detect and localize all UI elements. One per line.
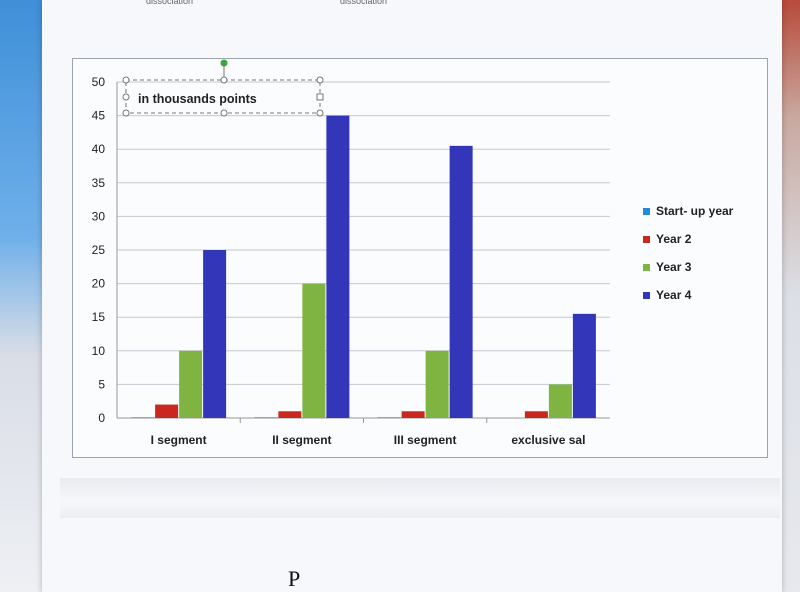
legend-label: Year 4 (656, 288, 692, 302)
resize-handle-icon (122, 109, 130, 117)
x-axis: I segment II segment III segment exclusive … (151, 418, 585, 447)
legend-label: Start- up year (656, 204, 734, 218)
y-axis: 0 5 10 15 20 25 30 35 40 45 50 (92, 75, 118, 425)
y-tick-label: 5 (98, 377, 105, 391)
y-tick-label: 30 (92, 209, 106, 223)
resize-handle-icon (316, 93, 324, 101)
rotation-handle-icon (220, 59, 228, 67)
resize-handle-icon (316, 109, 324, 117)
resize-handle-icon (316, 76, 324, 84)
bar-1-0 (254, 417, 278, 418)
y-tick-label: 15 (92, 310, 106, 324)
footer-mark: P (288, 566, 301, 591)
bar-0-3 (203, 250, 227, 418)
legend-swatch (643, 236, 650, 243)
legend-label: Year 3 (656, 260, 692, 274)
x-tick-label: I segment (151, 433, 207, 447)
bars (131, 115, 596, 418)
bar-2-0 (377, 417, 401, 418)
legend: Start- up year Year 2 Year 3 Year 4 (643, 204, 734, 302)
bar-0-0 (131, 417, 155, 418)
y-tick-label: 50 (92, 75, 106, 89)
bar-0-1 (155, 404, 179, 418)
bar-1-1 (278, 411, 302, 418)
y-tick-label: 45 (92, 109, 106, 123)
annotation-box: in thousands points (122, 59, 324, 117)
y-tick-label: 35 (92, 176, 106, 190)
header-word-left: dissociation (146, 0, 194, 6)
bar-2-2 (425, 350, 449, 418)
paper-fold (60, 478, 780, 518)
resize-handle-icon (122, 93, 130, 101)
y-tick-label: 25 (92, 243, 106, 257)
bar-1-3 (326, 115, 350, 418)
resize-handle-icon (122, 76, 130, 84)
bar-3-3 (572, 313, 596, 418)
x-tick-label: exclusive sal (511, 433, 585, 447)
annotation-text: in thousands points (138, 92, 257, 106)
resize-handle-icon (220, 76, 228, 84)
y-tick-label: 10 (92, 344, 106, 358)
bar-0-2 (179, 350, 203, 418)
y-tick-label: 0 (98, 411, 105, 425)
resize-handle-icon (220, 109, 228, 117)
legend-label: Year 2 (656, 232, 692, 246)
y-tick-label: 20 (92, 277, 106, 291)
bar-3-1 (524, 411, 548, 418)
x-tick-label: II segment (272, 433, 331, 447)
bar-1-2 (302, 283, 326, 418)
legend-swatch (643, 292, 650, 299)
bar-2-1 (401, 411, 425, 418)
bar-3-2 (548, 384, 572, 418)
bar-2-3 (449, 145, 473, 418)
y-tick-label: 40 (92, 142, 106, 156)
x-tick-label: III segment (394, 433, 457, 447)
legend-swatch (643, 208, 650, 215)
legend-swatch (643, 264, 650, 271)
header-word-right: dissociation (340, 0, 388, 6)
